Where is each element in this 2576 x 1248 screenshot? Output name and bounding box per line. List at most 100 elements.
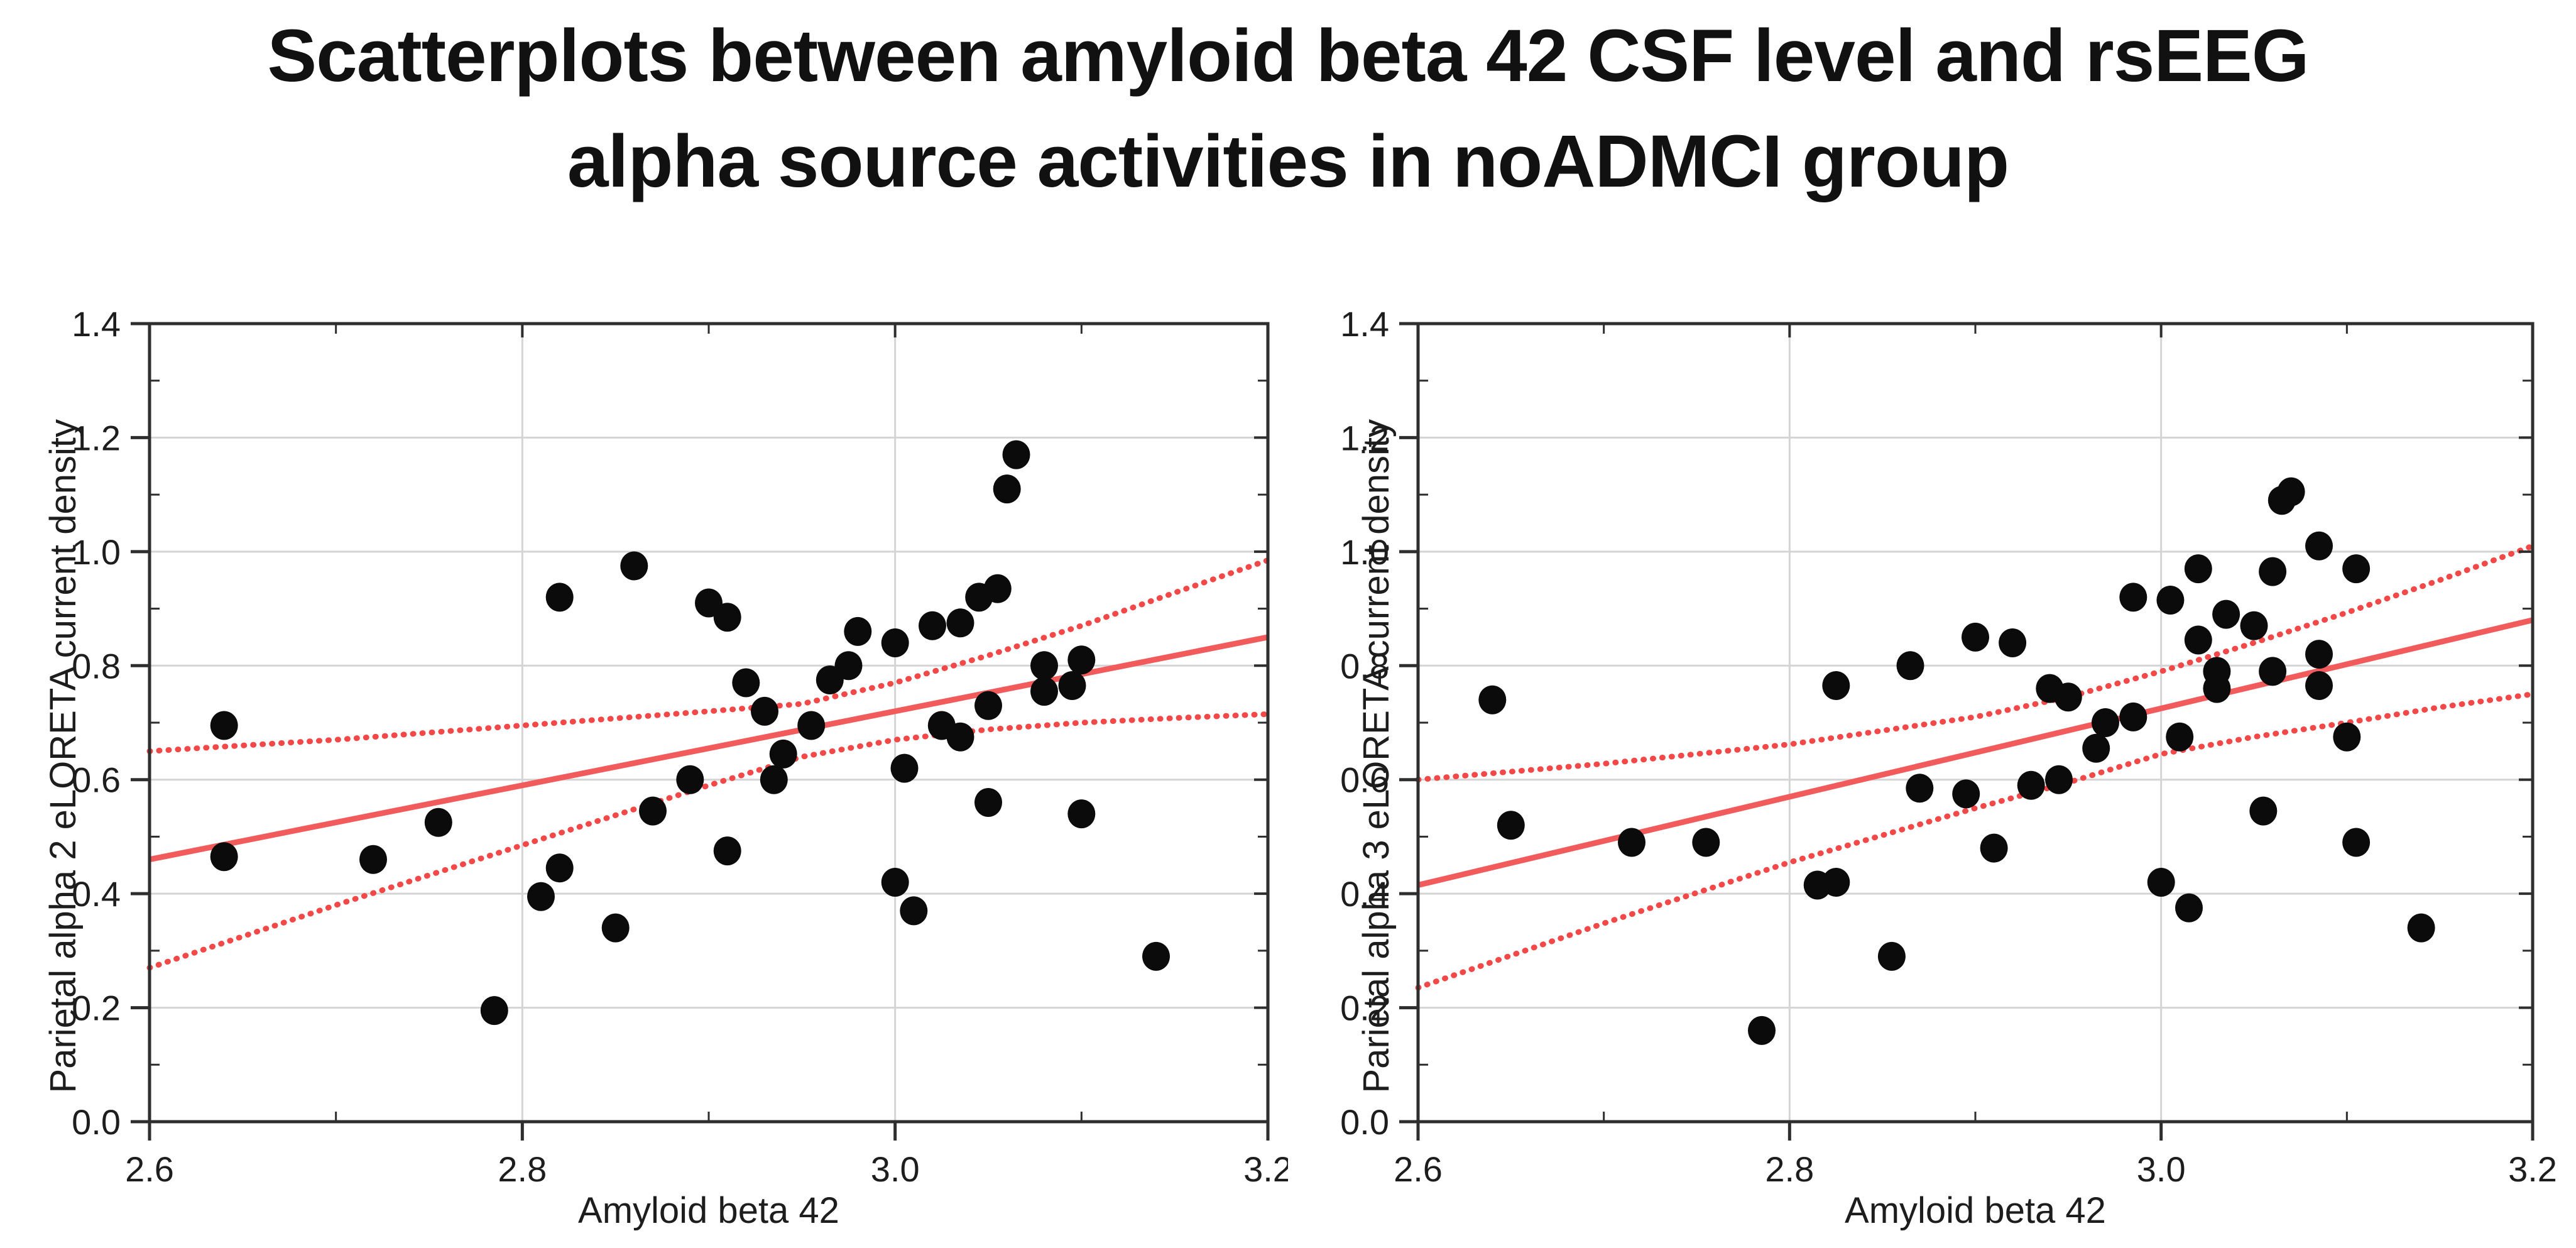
scatter-point — [974, 788, 1002, 817]
scatter-point — [2082, 733, 2110, 763]
scatter-point — [1877, 941, 1906, 971]
scatter-point — [1980, 833, 2008, 863]
scatter-point — [545, 583, 574, 612]
scatter-point — [844, 616, 872, 646]
scatter-point — [769, 739, 797, 769]
scatter-point — [2333, 722, 2361, 752]
x-tick-label: 2.6 — [125, 1149, 174, 1189]
scatter-point — [1618, 828, 1645, 857]
y-tick-label: 0.2 — [72, 988, 121, 1028]
figure-title: Scatterplots between amyloid beta 42 CSF… — [0, 4, 2576, 214]
scatter-point — [527, 882, 555, 911]
figure-title-line1: Scatterplots between amyloid beta 42 CSF… — [267, 14, 2309, 97]
scatter-point — [2166, 722, 2194, 752]
scatter-point — [713, 836, 741, 866]
scatter-point — [2305, 531, 2333, 561]
scatter-point — [2119, 583, 2148, 612]
y-tick-label: 1.4 — [1340, 304, 1389, 344]
scatter-point — [1748, 1015, 1776, 1045]
x-tick-label: 3.0 — [2137, 1149, 2186, 1189]
ci-upper-line — [146, 557, 1271, 754]
scatter-point — [1896, 651, 1924, 681]
y-tick-label: 1.4 — [72, 304, 121, 344]
scatter-point — [1030, 651, 1058, 681]
scatter-point — [1497, 811, 1525, 840]
scatter-point — [1067, 799, 1096, 829]
x-axis-title-right: Amyloid beta 42 — [1845, 1190, 2106, 1231]
y-tick-label: 1.0 — [72, 532, 121, 572]
scatter-point — [2156, 586, 2185, 615]
regression-line — [1417, 617, 2534, 888]
scatter-point — [2212, 599, 2240, 629]
x-tick-label: 3.0 — [871, 1149, 920, 1189]
scatter-point — [2305, 640, 2333, 669]
scatter-point — [1822, 671, 1850, 700]
scatter-point — [881, 628, 909, 657]
scatter-point — [993, 474, 1021, 504]
scatter-point — [1067, 645, 1096, 675]
scatter-point — [797, 711, 826, 740]
scatter-point — [545, 853, 574, 883]
plot-frame — [1416, 322, 2535, 1124]
scatter-point — [2305, 671, 2333, 700]
scatter-point — [2277, 477, 2305, 506]
scatter-point — [480, 996, 508, 1026]
scatter-point — [1952, 779, 1980, 809]
scatter-point — [2342, 554, 2371, 584]
scatter-point — [2017, 770, 2045, 800]
scatter-point — [760, 765, 788, 794]
y-tick-label: 0.6 — [1340, 760, 1389, 800]
scatter-point — [1478, 685, 1507, 714]
scatter-point — [424, 807, 452, 837]
scatter-point — [1906, 774, 1934, 803]
scatter-point — [1002, 440, 1030, 469]
scatter-point — [2045, 765, 2073, 794]
scatter-point — [890, 753, 919, 783]
scatter-point — [732, 668, 760, 698]
scatter-point — [881, 868, 909, 897]
y-tick-label: 0.0 — [72, 1102, 121, 1142]
scatter-point — [751, 696, 778, 726]
scatter-point — [2054, 682, 2082, 712]
plot-frame — [148, 322, 1270, 1124]
scatter-point — [1962, 622, 1989, 652]
scatter-point — [1058, 671, 1086, 700]
scatter-point — [2342, 828, 2371, 857]
scatter-point — [946, 722, 974, 752]
scatter-point — [1692, 828, 1720, 857]
scatter-point — [620, 551, 648, 581]
scatter-point — [639, 796, 667, 826]
scatter-point — [974, 691, 1002, 720]
ci-upper-line — [1415, 543, 2536, 783]
ci-lower-line — [146, 711, 1271, 971]
x-tick-label: 2.6 — [1394, 1149, 1443, 1189]
scatterplot-left: 0.0 0.2 0.4 0.6 0.8 1.0 1.2 1.4 2.6 2.8 3.0 3.2 — [72, 304, 1288, 1189]
scatterplot-right: 0.0 0.2 0.4 0.6 0.8 1.0 1.2 1.4 2.6 2.8 3.0 3.2 — [1340, 304, 2557, 1189]
x-tick-label: 2.8 — [1765, 1149, 1814, 1189]
scatter-point — [2184, 554, 2212, 584]
y-tick-label: 0.4 — [72, 874, 121, 914]
scatter-point — [834, 651, 863, 681]
scatter-point — [2249, 796, 2278, 826]
scatter-point — [2407, 913, 2435, 943]
y-tick-label: 0.8 — [72, 646, 121, 686]
scatter-point — [2119, 702, 2148, 731]
regression-line — [149, 634, 1269, 863]
y-tick-label: 1.2 — [72, 418, 121, 457]
scatter-point — [2175, 893, 2203, 922]
scatter-point — [2259, 657, 2287, 686]
figure-title-line2: alpha source activities in noADMCI group — [567, 119, 2009, 203]
scatter-point — [359, 845, 387, 874]
y-tick-label: 1.2 — [1340, 418, 1389, 457]
x-tick-label: 3.2 — [2508, 1149, 2557, 1189]
scatter-point — [900, 896, 928, 926]
x-tick-label: 3.2 — [1243, 1149, 1288, 1189]
x-tick-label: 2.8 — [498, 1149, 547, 1189]
scatter-point — [2147, 868, 2175, 897]
y-tick-label: 0.6 — [72, 760, 121, 800]
scatter-point — [1999, 628, 2027, 657]
scatter-point — [2259, 557, 2287, 586]
scatter-point — [2092, 708, 2119, 737]
y-tick-label: 0.0 — [1340, 1102, 1389, 1142]
